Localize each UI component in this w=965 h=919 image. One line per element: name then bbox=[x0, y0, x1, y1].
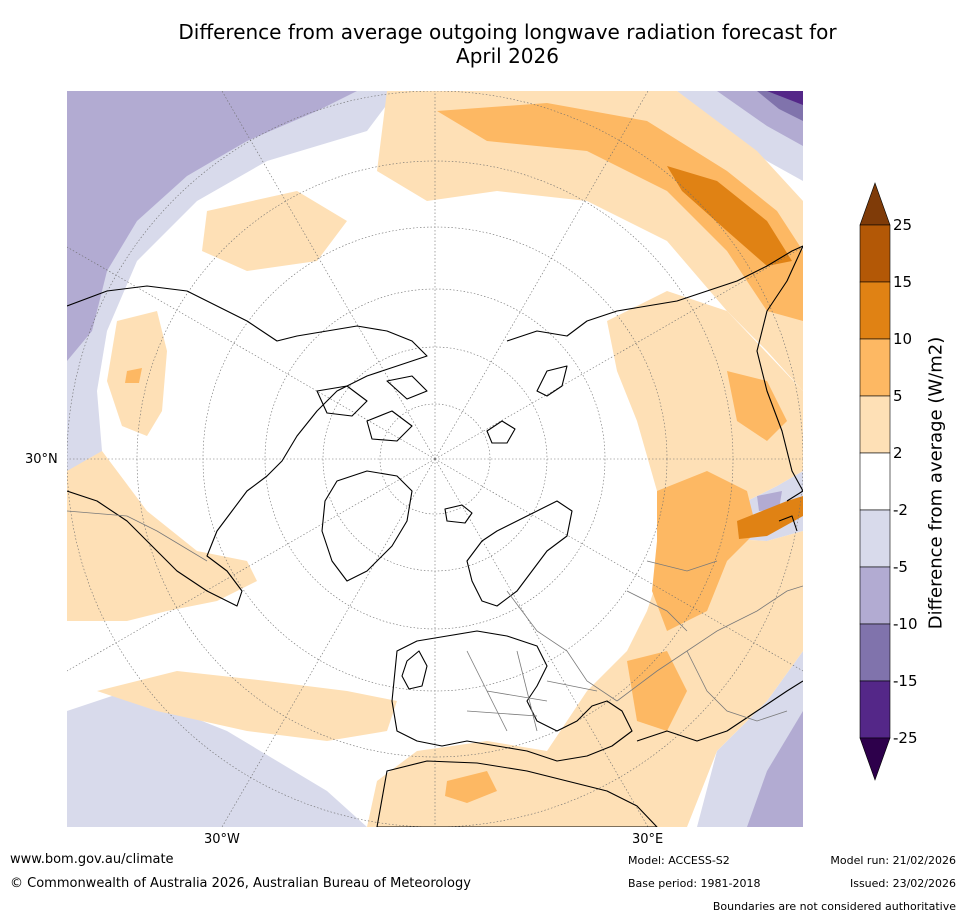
colorbar-tick-label: -2 bbox=[893, 501, 908, 519]
coast-arabia-india bbox=[636, 680, 803, 742]
meridian-150e bbox=[434, 91, 649, 460]
border-china bbox=[686, 650, 788, 722]
colorbar-segment-c-m25-m15 bbox=[859, 680, 891, 739]
colorbar-tick-label: 15 bbox=[893, 273, 913, 291]
coast-japan bbox=[778, 490, 803, 532]
colorbar-segment-c-m10-m5 bbox=[859, 566, 891, 625]
colorbar-tick-label: 25 bbox=[893, 216, 913, 234]
colorbar-extend-over bbox=[859, 182, 891, 226]
coast-iceland bbox=[444, 504, 473, 524]
colorbar-extend-under bbox=[859, 737, 891, 781]
coast-europe bbox=[391, 630, 633, 762]
footer-model-run: Model run: 21/02/2026 bbox=[830, 854, 956, 867]
graticule bbox=[67, 91, 803, 827]
coast-novaya-zemlya bbox=[536, 365, 568, 397]
anomaly-positive-north-pacific-high bbox=[667, 166, 792, 266]
coast-north-america bbox=[67, 285, 428, 607]
footer-disclaimer: Boundaries are not considered authoritat… bbox=[712, 900, 956, 913]
latitude-circle-60n bbox=[264, 288, 606, 630]
coast-greenland bbox=[321, 470, 413, 582]
coast-siberia bbox=[506, 245, 803, 342]
map-title: Difference from average outgoing longwav… bbox=[60, 20, 955, 68]
footer-copyright: © Commonwealth of Australia 2026, Austra… bbox=[10, 876, 471, 891]
colorbar-tick-label: 5 bbox=[893, 387, 903, 405]
border-europe-grid bbox=[466, 650, 598, 732]
colorbar-tick-label: 2 bbox=[893, 444, 903, 462]
border-canada-usa bbox=[67, 510, 208, 562]
anomaly-negative-indian-ocean-strong bbox=[747, 711, 803, 827]
anomaly-positive-middle-east-mid bbox=[627, 651, 687, 731]
anomaly-positive-siberia-mid bbox=[727, 371, 787, 441]
anomaly-positive-asia-mid bbox=[652, 471, 757, 631]
title-line-1: Difference from average outgoing longwav… bbox=[178, 20, 837, 44]
colorbar-tick-label: 10 bbox=[893, 330, 913, 348]
footer-base-period: Base period: 1981-2018 bbox=[628, 877, 761, 890]
meridian-30w bbox=[221, 458, 436, 827]
latitude-label-30n: 30°N bbox=[25, 452, 58, 467]
coast-asia-east bbox=[756, 245, 803, 492]
anomaly-positive-tibet-high bbox=[737, 496, 803, 539]
coastlines bbox=[67, 245, 803, 827]
country-borders bbox=[67, 510, 803, 732]
colorbar-tick-label: -5 bbox=[893, 558, 908, 576]
polar-stereographic-map bbox=[67, 91, 803, 827]
colorbar-tick-label: -25 bbox=[893, 729, 918, 747]
colorbar-label: Difference from average (W/m2) bbox=[925, 336, 947, 630]
anomaly-positive-south-atlantic bbox=[97, 671, 397, 741]
colorbar-segment-c-2-5 bbox=[859, 395, 891, 454]
colorbar-segment-c-15-25 bbox=[859, 224, 891, 283]
anomaly-negative-ne-corner-max bbox=[767, 91, 803, 105]
title-line-2: April 2026 bbox=[456, 44, 559, 68]
colorbar-segment-c-10-15 bbox=[859, 281, 891, 340]
colorbar-segment-c-m2-2 bbox=[859, 452, 891, 511]
footer-url[interactable]: www.bom.gov.au/climate bbox=[10, 852, 174, 867]
meridian-60e bbox=[434, 458, 803, 672]
coast-svalbard bbox=[486, 420, 516, 444]
meridian-30e bbox=[434, 458, 649, 827]
colorbar bbox=[859, 182, 891, 781]
colorbar-tick-label: -10 bbox=[893, 615, 918, 633]
longitude-label-30e: 30°E bbox=[632, 832, 664, 847]
longitude-label-30w: 30°W bbox=[204, 832, 240, 847]
meridian-150w bbox=[221, 91, 436, 460]
colorbar-segment-c-5-10 bbox=[859, 338, 891, 397]
meridian-60w bbox=[67, 458, 436, 672]
border-russia-south bbox=[616, 585, 803, 702]
colorbar-segment-c-m15-m10 bbox=[859, 623, 891, 682]
footer-model: Model: ACCESS-S2 bbox=[628, 854, 730, 867]
meridian-120w bbox=[67, 246, 436, 460]
border-central-asia bbox=[626, 560, 718, 632]
anomaly-positive-east-pacific-mid bbox=[125, 368, 142, 383]
anomaly-positive-atlantic bbox=[67, 451, 257, 621]
coast-british-isles bbox=[401, 650, 428, 690]
anomaly-positive-bering bbox=[202, 191, 347, 271]
coast-africa bbox=[376, 760, 658, 827]
anomaly-positive-africa-mid bbox=[445, 771, 497, 803]
anomaly-negative-west-pacific-strong bbox=[67, 91, 357, 361]
coast-canadian-archipelago bbox=[316, 375, 428, 442]
meridian-120e bbox=[434, 246, 803, 460]
anomaly-negative-south-atlantic bbox=[67, 691, 367, 827]
border-russia-west bbox=[506, 590, 618, 702]
latitude-circle-80n bbox=[379, 403, 491, 515]
anomaly-positive-asia bbox=[367, 291, 803, 827]
colorbar-tick-label: -15 bbox=[893, 672, 918, 690]
coast-scandinavia bbox=[466, 500, 573, 607]
footer-issued: Issued: 23/02/2026 bbox=[849, 877, 956, 890]
colorbar-segment-c-m5-m2 bbox=[859, 509, 891, 568]
